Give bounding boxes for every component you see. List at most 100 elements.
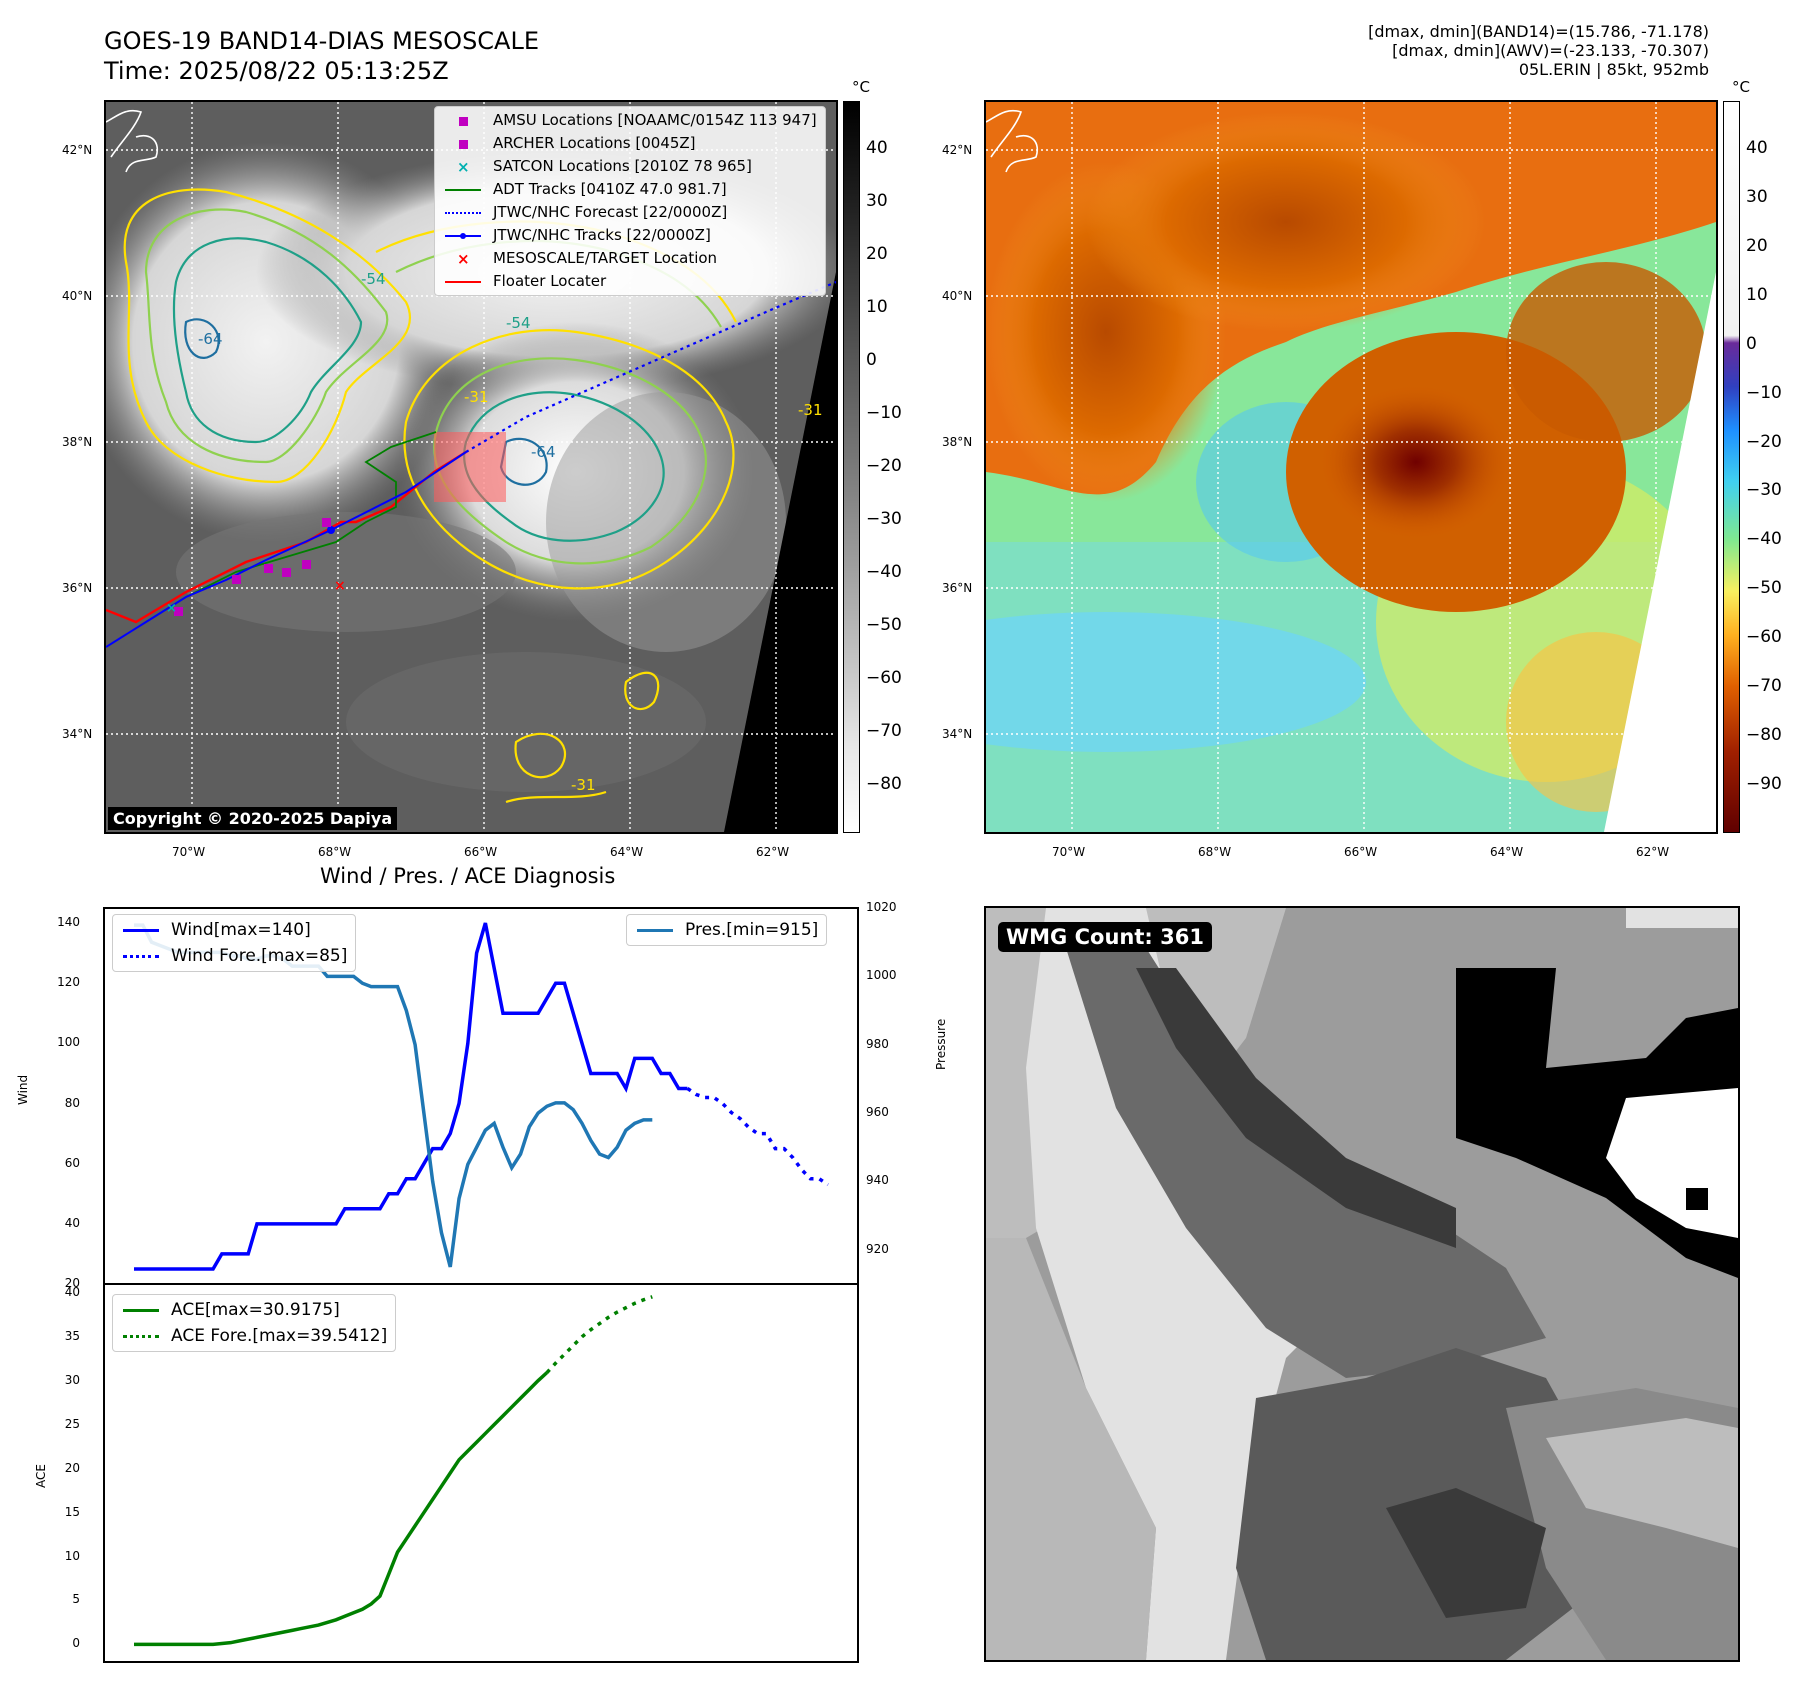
ace-layer: [134, 1295, 653, 1647]
awv-colorbar-tick: 0: [1746, 333, 1757, 354]
wind-tick: 100: [57, 1035, 80, 1050]
title-line-2: Time: 2025/08/22 05:13:25Z: [104, 57, 449, 85]
square-marker-icon: [443, 114, 483, 128]
floater-locater-line: [106, 450, 467, 624]
wind-tick: 140: [57, 915, 80, 930]
awv-lat-tick: 40°N: [942, 289, 973, 303]
solid-line-icon: [121, 923, 161, 937]
legend-item-jtwc-tracks: JTWC/NHC Tracks [22/0000Z]: [443, 224, 817, 247]
awv-lon-tick: 70°W: [1052, 845, 1086, 859]
awv-colorbar-tick: 40: [1746, 138, 1768, 159]
pressure-tick: 980: [866, 1036, 889, 1051]
ace-tick: 15: [64, 1504, 80, 1519]
solid-line-icon: [121, 1303, 161, 1317]
archer-marker: [282, 568, 291, 577]
ir-lat-tick: 42°N: [62, 143, 93, 157]
wmg-panel: WMG Count: 361: [984, 906, 1740, 1662]
ir-colorbar-tick: 30: [866, 191, 888, 212]
ir-colorbar-tick: −20: [866, 456, 902, 476]
contour-label-54-a: -54: [361, 270, 386, 288]
wind-forecast-line: [686, 1087, 829, 1187]
solid-line-icon: [635, 923, 675, 937]
legend-item-mesoscale: × MESOSCALE/TARGET Location: [443, 247, 817, 270]
legend-item-satcon: × SATCON Locations [2010Z 78 965]: [443, 155, 817, 178]
wind-tick: 80: [64, 1095, 80, 1110]
mesoscale-target-box: [434, 432, 506, 502]
ace-tick: 30: [64, 1372, 80, 1387]
ir-colorbar: [843, 101, 860, 833]
diagnosis-chart: [103, 907, 859, 1663]
contour-label-64-a: -64: [198, 330, 223, 348]
square-marker-icon: [443, 137, 483, 151]
awv-colorbar-unit: °C: [1732, 78, 1750, 96]
contour-label-31-a: -31: [464, 388, 489, 406]
ir-lon-tick: 66°W: [464, 845, 498, 859]
ace-tick: 20: [64, 1460, 80, 1475]
awv-colorbar-tick: −10: [1746, 382, 1782, 403]
meta-line-1: [dmax, dmin](BAND14)=(15.786, -71.178): [1368, 22, 1709, 41]
ir-lat-tick: 38°N: [62, 435, 93, 449]
pressure-tick: 940: [866, 1173, 889, 1188]
amsu-marker: [174, 607, 183, 616]
solid-line-icon: [443, 275, 483, 289]
legend-item-ace: ACE[max=30.9175]: [121, 1297, 387, 1323]
legend-item-amsu: AMSU Locations [NOAAMC/0154Z 113 947]: [443, 109, 817, 132]
ir-lon-tick: 64°W: [610, 845, 644, 859]
wind-tick: 20: [64, 1276, 80, 1290]
dotted-line-icon: [121, 1329, 161, 1343]
ace-tick: 35: [64, 1328, 80, 1343]
dotted-line-icon: [443, 206, 483, 220]
figure-title: GOES-19 BAND14-DIAS MESOSCALE Time: 2025…: [104, 26, 539, 86]
ir-lon-tick: 70°W: [172, 845, 206, 859]
awv-colorbar-tick: −40: [1746, 529, 1782, 550]
ir-lat-tick: 40°N: [62, 289, 93, 303]
jtwc-forecast-line: [465, 280, 836, 453]
x-marker-icon: ×: [457, 249, 470, 268]
pressure-tick: 960: [866, 1105, 889, 1120]
diagnosis-title: Wind / Pres. / ACE Diagnosis: [320, 864, 616, 888]
wind-ylabel: Wind: [16, 1074, 30, 1105]
legend-item-floater: Floater Locater: [443, 270, 817, 293]
pressure-tick: 1020: [866, 900, 897, 914]
wmg-image: [986, 908, 1738, 1660]
mesoscale-target-marker: ×: [334, 578, 346, 594]
legend-item-wind-forecast: Wind Fore.[max=85]: [121, 943, 347, 969]
ace-tick: 5: [72, 1592, 80, 1607]
archer-marker: [264, 564, 273, 573]
awv-colorbar-tick: −60: [1746, 626, 1782, 647]
ir-colorbar-tick: 20: [866, 244, 888, 265]
ir-colorbar-tick: −60: [866, 667, 902, 688]
ir-lon-tick: 62°W: [756, 845, 790, 859]
awv-lon-tick: 64°W: [1490, 845, 1524, 859]
awv-colorbar-tick: 30: [1746, 187, 1768, 208]
wind-legend: Wind[max=140] Wind Fore.[max=85]: [112, 914, 357, 972]
wind-tick: 60: [64, 1155, 80, 1170]
legend-item-adt: ADT Tracks [0410Z 47.0 981.7]: [443, 178, 817, 201]
awv-map-image: [986, 102, 1716, 832]
solid-line-icon: [443, 183, 483, 197]
awv-lat-tick: 36°N: [942, 581, 973, 595]
ir-colorbar-unit: °C: [852, 78, 870, 96]
ir-colorbar-tick: −40: [866, 561, 902, 582]
pressure-legend: Pres.[min=915]: [626, 914, 828, 946]
awv-colorbar-tick: −50: [1746, 578, 1782, 599]
archer-marker: [322, 518, 331, 527]
awv-colorbar-tick: −20: [1746, 431, 1782, 452]
awv-lon-tick: 68°W: [1198, 845, 1232, 859]
meta-line-2: [dmax, dmin](AWV)=(-23.133, -70.307): [1392, 41, 1709, 60]
pressure-ylabel: Pressure: [934, 1018, 948, 1070]
awv-lat-tick: 34°N: [942, 727, 973, 741]
ir-colorbar-tick: −50: [866, 614, 902, 635]
ir-colorbar-tick: −80: [866, 773, 902, 794]
title-line-1: GOES-19 BAND14-DIAS MESOSCALE: [104, 27, 540, 55]
awv-lon-tick: 66°W: [1344, 845, 1378, 859]
awv-lat-tick: 42°N: [942, 143, 973, 157]
pressure-tick: 1000: [866, 968, 897, 983]
ir-lon-tick: 68°W: [318, 845, 352, 859]
ir-colorbar-tick: 0: [866, 350, 877, 371]
ir-lat-tick: 36°N: [62, 581, 93, 595]
ace-tick: 0: [72, 1636, 80, 1651]
metadata-block: [dmax, dmin](BAND14)=(15.786, -71.178) […: [1368, 22, 1709, 79]
contour-label-64-b: -64: [531, 443, 556, 461]
ir-colorbar-tick: −30: [866, 508, 902, 529]
